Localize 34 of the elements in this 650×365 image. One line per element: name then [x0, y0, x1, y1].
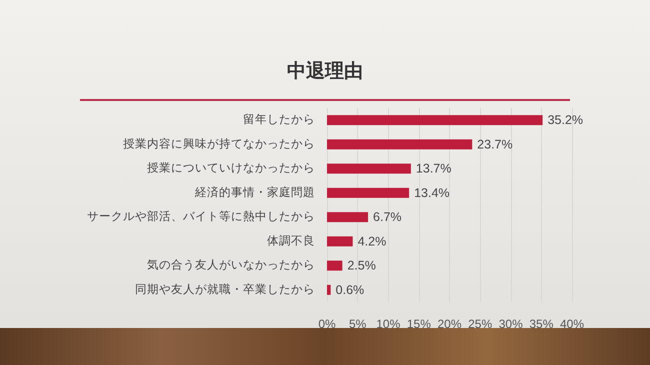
- y-tick-label: 気の合う友人がいなかったから: [147, 258, 315, 272]
- bar: [327, 164, 411, 174]
- data-label: 4.2%: [358, 234, 386, 248]
- data-label: 13.7%: [416, 162, 452, 176]
- y-tick-label: 経済的事情・家庭問題: [194, 184, 315, 199]
- data-label: 0.6%: [336, 282, 364, 297]
- data-label: 13.4%: [414, 186, 450, 200]
- y-tick-label: 留年したから: [243, 113, 315, 126]
- x-tick-label: 0%: [318, 317, 336, 331]
- bar: [327, 212, 368, 222]
- x-tick-label: 35%: [529, 317, 554, 331]
- bar: [327, 188, 410, 198]
- data-label: 35.2%: [548, 113, 584, 128]
- chart-title: 中退理由: [286, 59, 364, 84]
- x-tick-label: 30%: [498, 317, 524, 331]
- y-tick-label: サークルや部活、バイト等に熱中したから: [87, 209, 315, 224]
- bar: [327, 260, 342, 271]
- x-tick-label: 5%: [348, 317, 367, 331]
- bar: [327, 236, 353, 246]
- bar: [327, 139, 472, 150]
- bar: [327, 115, 543, 126]
- x-tick-label: 10%: [376, 317, 401, 331]
- x-tick-label: 40%: [560, 317, 584, 331]
- data-label: 23.7%: [477, 137, 513, 152]
- x-tick-label: 20%: [437, 317, 462, 331]
- y-tick-label: 授業内容に興味が持てなかったから: [123, 136, 315, 150]
- y-tick-label: 授業についていけなかったから: [147, 162, 315, 175]
- data-label: 6.7%: [373, 210, 402, 224]
- x-tick-label: 25%: [468, 317, 492, 331]
- x-tick-label: 15%: [406, 317, 432, 331]
- data-label: 2.5%: [347, 258, 376, 273]
- y-tick-label: 同期や友人が就職・卒業したから: [135, 282, 315, 296]
- bar: [327, 284, 331, 295]
- y-tick-label: 体調不良: [267, 233, 315, 248]
